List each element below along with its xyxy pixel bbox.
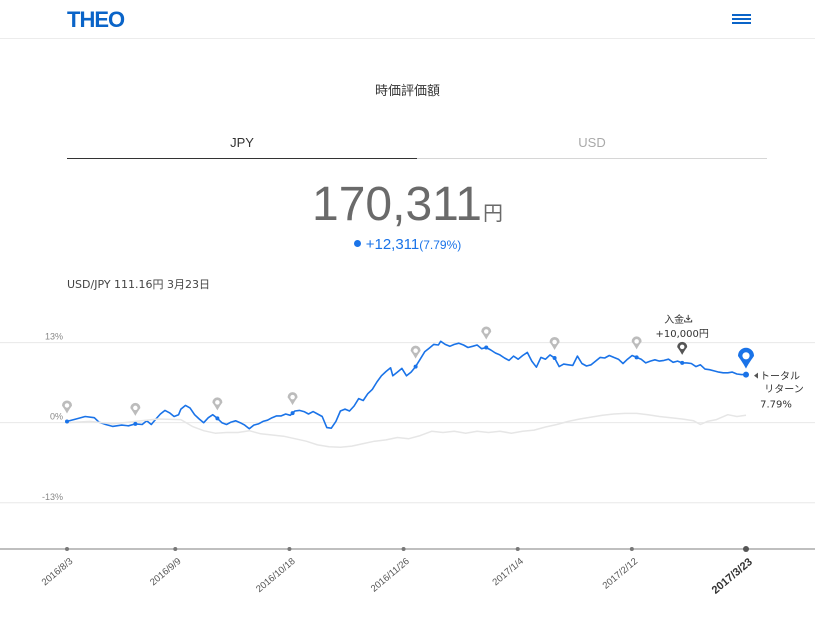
deposit-point xyxy=(680,360,685,365)
deposit-pin-icon[interactable] xyxy=(677,341,688,355)
event-point xyxy=(133,421,138,426)
x-tick-dot xyxy=(515,547,520,551)
tab-jpy[interactable]: JPY xyxy=(67,128,417,159)
event-point xyxy=(290,411,295,416)
gain-amount: +12,311 xyxy=(365,236,420,253)
valuation-unit: 円 xyxy=(482,201,503,225)
x-tick-label: 2017/3/23 xyxy=(710,556,755,597)
gain-display: +12,311(7.79%) xyxy=(0,236,815,254)
hamburger-menu-icon[interactable] xyxy=(730,11,754,27)
valuation-display: 170,311円 xyxy=(0,177,815,232)
event-point xyxy=(215,416,220,421)
event-point xyxy=(65,419,69,424)
x-tick-dot xyxy=(287,547,292,551)
fx-rate-label: USD/JPY 111.16円 3月23日 xyxy=(67,278,211,291)
x-tick-dot xyxy=(65,547,69,551)
y-tick-label: -13% xyxy=(42,492,63,502)
y-tick-label: 0% xyxy=(50,412,63,422)
valuation-chart[interactable]: 13% 0% -13% 2016/8/3 2016/9/9 2016/10/18 2016/… xyxy=(0,300,815,631)
page-title: 時価評価額 xyxy=(374,84,440,99)
caret-left-icon xyxy=(754,372,758,379)
tab-usd[interactable]: USD xyxy=(417,128,767,159)
event-pin-icon[interactable] xyxy=(549,336,560,350)
deposit-amount: +10,000円 xyxy=(656,329,709,340)
y-tick-label: 13% xyxy=(45,332,63,342)
gain-percent: (7.79%) xyxy=(419,238,462,252)
event-pin-icon[interactable] xyxy=(481,326,492,340)
x-tick-label: 2016/9/9 xyxy=(148,556,183,588)
portfolio-line xyxy=(66,340,746,430)
total-return-label-line1: トータル xyxy=(760,371,800,383)
current-point xyxy=(743,371,749,378)
event-pin-icon[interactable] xyxy=(212,397,223,411)
event-pin-icon[interactable] xyxy=(130,402,141,416)
event-pin-icon[interactable] xyxy=(287,392,298,406)
x-tick-dot xyxy=(401,547,406,551)
total-return-label-line2: リターン xyxy=(764,384,804,396)
event-point xyxy=(634,355,639,360)
event-pin-icon[interactable] xyxy=(62,400,72,414)
x-tick-label: 2016/10/18 xyxy=(254,556,297,595)
gain-dot-icon xyxy=(353,240,361,247)
x-tick-dot xyxy=(629,547,634,551)
benchmark-line xyxy=(66,412,747,449)
download-icon xyxy=(684,314,693,323)
x-tick-label: 2016/11/26 xyxy=(369,556,412,595)
x-tick-label: 2016/8/3 xyxy=(40,556,75,588)
event-pin-icon[interactable] xyxy=(410,345,421,359)
valuation-amount: 170,311 xyxy=(312,178,482,231)
x-tick-dot xyxy=(173,547,178,551)
event-pin-icon[interactable] xyxy=(631,336,642,350)
x-tick-label: 2017/1/4 xyxy=(491,556,526,588)
event-point xyxy=(484,345,489,350)
theo-logo[interactable]: THEO xyxy=(67,7,125,32)
app-header: THEO xyxy=(0,0,815,39)
event-point xyxy=(413,364,418,369)
x-tick-label: 2017/2/12 xyxy=(601,556,640,592)
x-tick-dot xyxy=(743,546,749,552)
deposit-label: 入金 xyxy=(664,313,684,326)
current-location-pin-icon[interactable] xyxy=(738,347,754,369)
total-return-value: 7.79% xyxy=(760,400,792,411)
event-point xyxy=(552,355,557,360)
